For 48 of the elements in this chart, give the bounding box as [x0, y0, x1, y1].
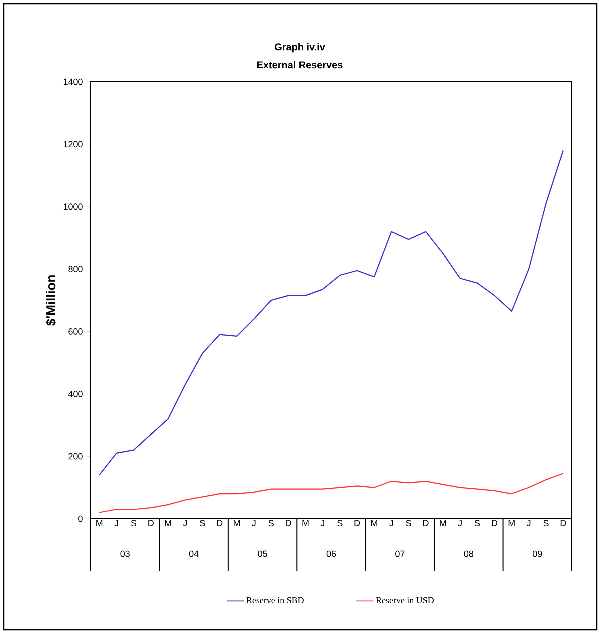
x-tick-label: M	[234, 520, 240, 526]
chart-subtitle: External Reserves	[257, 61, 343, 69]
chart-title: Graph iv.iv	[275, 43, 326, 53]
x-tick-label: J	[183, 520, 188, 526]
x-tick-label: S	[268, 520, 274, 527]
y-tick-label: 200	[68, 453, 83, 460]
x-tick-label: D	[492, 520, 498, 526]
x-tick-label: J	[320, 520, 324, 526]
x-tick-label: D	[286, 520, 292, 526]
text: 09	[533, 550, 542, 558]
y-tick-label: 1000	[64, 204, 83, 210]
x-tick-label: D	[148, 520, 154, 526]
x-tick-label: J	[114, 520, 118, 526]
x-tick-label: J	[390, 520, 394, 526]
y-tick-label: 400	[68, 390, 83, 398]
text: 04	[189, 550, 199, 558]
text: 05	[258, 550, 268, 558]
x-tick-label: D	[354, 520, 360, 526]
y-tick-label: 600	[68, 328, 83, 335]
x-tick-label: M	[96, 520, 103, 526]
legend-label: Reserve in USD	[376, 597, 434, 604]
x-tick-label: M	[302, 520, 309, 526]
x-tick-label: S	[338, 520, 343, 527]
y-tick-label: 0	[78, 516, 83, 522]
y-axis-title: $'Million	[46, 276, 56, 326]
text: 06	[326, 550, 336, 558]
x-tick-label: S	[406, 520, 412, 527]
legend-label: Reserve in SBD	[246, 597, 304, 604]
x-tick-label: S	[544, 520, 549, 527]
x-tick-label: D	[423, 520, 429, 526]
y-tick-label: 800	[68, 266, 83, 272]
x-tick-label: M	[440, 520, 446, 526]
y-tick-label: 1400	[64, 78, 83, 86]
y-tick-label: 1200	[64, 141, 83, 148]
text: 03	[120, 550, 130, 558]
text: 08	[464, 550, 474, 558]
x-tick-label: S	[474, 520, 480, 527]
x-tick-label: S	[200, 520, 206, 527]
x-tick-label: D	[217, 520, 223, 526]
text: 07	[396, 550, 405, 558]
x-tick-label: J	[458, 520, 462, 526]
x-tick-label: M	[371, 520, 378, 526]
x-tick-label: M	[508, 520, 515, 526]
x-tick-label: S	[131, 520, 137, 527]
x-tick-label: J	[252, 520, 256, 526]
x-tick-label: D	[560, 520, 566, 526]
x-tick-label: J	[526, 520, 531, 526]
x-tick-label: M	[165, 520, 172, 526]
